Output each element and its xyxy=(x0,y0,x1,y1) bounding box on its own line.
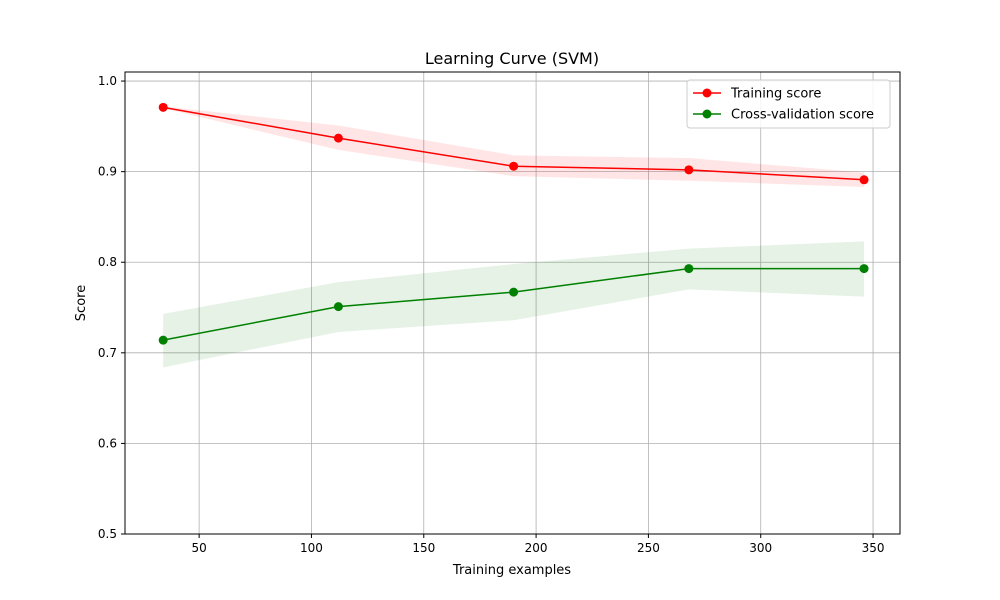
y-tick-label: 1.0 xyxy=(98,74,117,88)
x-tick-label: 200 xyxy=(525,541,548,555)
x-axis-ticks: 50 100 150 200 250 300 350 xyxy=(191,534,884,555)
series-2-point xyxy=(684,264,694,274)
x-tick-label: 300 xyxy=(749,541,772,555)
y-axis-ticks: 0.5 0.6 0.7 0.8 0.9 1.0 xyxy=(98,74,125,541)
legend-box xyxy=(686,79,891,129)
legend-label: Cross-validation score xyxy=(731,108,874,123)
legend-marker xyxy=(702,109,712,119)
y-tick-label: 0.7 xyxy=(98,346,117,360)
series-1-point xyxy=(509,161,519,171)
series-2-point xyxy=(859,264,869,274)
series-2-point xyxy=(509,287,519,297)
y-tick-label: 0.6 xyxy=(98,436,117,450)
x-axis-label: Training examples xyxy=(452,563,571,578)
x-tick-label: 50 xyxy=(191,541,206,555)
legend: Training score Cross-validation score xyxy=(686,79,891,129)
axes-frame xyxy=(124,71,901,535)
legend-marker xyxy=(702,88,712,98)
y-axis-label: Score xyxy=(74,285,89,321)
series-2-point xyxy=(158,335,168,345)
series-1-point xyxy=(333,133,343,143)
x-tick-label: 250 xyxy=(637,541,660,555)
y-tick-label: 0.8 xyxy=(98,255,117,269)
x-tick-label: 350 xyxy=(862,541,885,555)
y-tick-label: 0.9 xyxy=(98,165,117,179)
series-1-point xyxy=(859,175,869,185)
x-tick-label: 150 xyxy=(412,541,435,555)
series-2-point xyxy=(333,302,343,312)
x-tick-label: 100 xyxy=(300,541,323,555)
series-points xyxy=(158,102,869,345)
series-1-point xyxy=(158,102,168,112)
legend-label: Training score xyxy=(730,87,821,102)
chart-title: Learning Curve (SVM) xyxy=(425,49,599,68)
y-tick-label: 0.5 xyxy=(98,527,117,541)
series-1-point xyxy=(684,165,694,175)
